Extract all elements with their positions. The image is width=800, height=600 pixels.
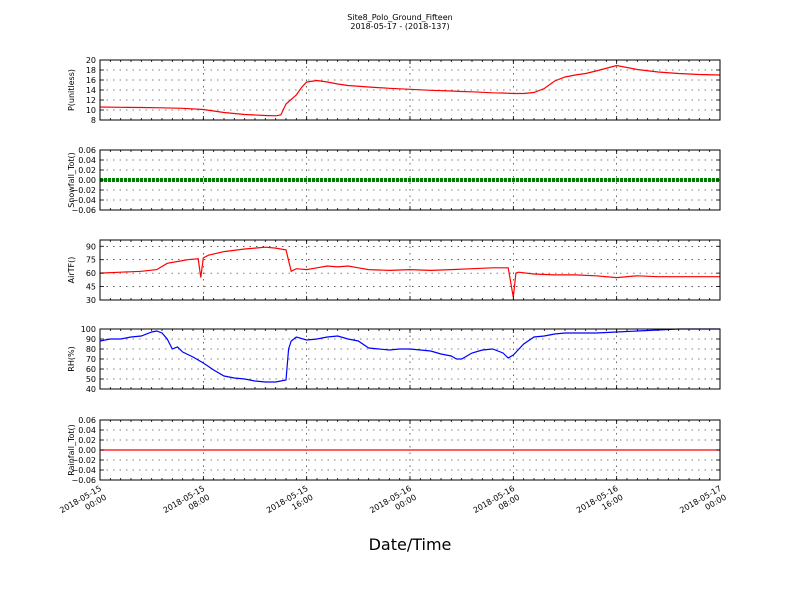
- y-tick-label: 20: [86, 56, 96, 65]
- y-tick-label: 8: [91, 116, 96, 125]
- y-axis-label: P(unitless): [67, 69, 76, 111]
- x-tick-label: 2018-05-1616:00: [575, 484, 625, 524]
- subplot-airtf: 30 45 60 75 90 AirTF(): [67, 239, 721, 305]
- y-tick-label: 40: [86, 385, 96, 394]
- y-tick-label: 0.06: [78, 146, 96, 155]
- y-tick-label: 0.04: [78, 426, 96, 435]
- y-tick-label: 80: [86, 345, 96, 354]
- y-tick-label: 60: [86, 365, 96, 374]
- series-line-2-0: [99, 246, 720, 298]
- y-tick-label: −0.06: [71, 206, 96, 215]
- y-tick-label: 50: [86, 375, 96, 384]
- y-tick-label: 0.02: [78, 166, 96, 175]
- y-axis-label: Snowfall_Tot(): [67, 152, 76, 208]
- x-tick-label: 2018-05-1508:00: [162, 484, 212, 524]
- x-tick-label: 2018-05-1700:00: [678, 484, 728, 524]
- y-tick-label: −0.02: [71, 186, 96, 195]
- x-tick-label: 2018-05-1516:00: [265, 484, 315, 524]
- y-tick-label: 60: [86, 269, 96, 278]
- y-tick-label: −0.04: [71, 466, 96, 475]
- y-tick-label: 70: [86, 355, 96, 364]
- y-tick-label: 0.04: [78, 156, 96, 165]
- subplot-rainfall-tot: −0.06−0.04−0.020.000.020.040.06Rainfall_…: [67, 416, 721, 485]
- y-tick-label: 45: [86, 283, 96, 292]
- y-tick-label: 0.06: [78, 416, 96, 425]
- x-tick-label: 2018-05-1600:00: [368, 484, 418, 524]
- chart-title-line2: 2018-05-17 - (2018-137): [350, 22, 449, 31]
- x-axis-tick-labels: 2018-05-1500:00 2018-05-1508:00 2018-05-15…: [58, 484, 728, 524]
- y-tick-label: 14: [86, 86, 96, 95]
- y-tick-label: 18: [86, 66, 96, 75]
- y-tick-label: −0.06: [71, 476, 96, 485]
- y-tick-label: 100: [81, 325, 96, 334]
- y-axis-label: RH(%): [67, 346, 76, 371]
- x-tick-label: 2018-05-1500:00: [58, 484, 108, 524]
- y-tick-label: −0.02: [71, 456, 96, 465]
- y-tick-label: 0.00: [78, 176, 96, 185]
- series-line-0-0: [99, 64, 721, 117]
- y-tick-label: 0.00: [78, 446, 96, 455]
- subplot-snowfall-tot: −0.06−0.04−0.020.000.020.040.06Snowfall_…: [67, 146, 721, 215]
- x-tick-label: 2018-05-1608:00: [472, 484, 522, 524]
- y-tick-label: 30: [86, 296, 96, 305]
- x-axis-label: Date/Time: [369, 535, 452, 554]
- y-tick-label: −0.04: [71, 196, 96, 205]
- chart-title-line1: Site8_Polo_Ground_Fifteen: [347, 13, 452, 22]
- series-line-3-0: [99, 328, 720, 383]
- y-tick-label: 16: [86, 76, 96, 85]
- y-tick-label: 75: [86, 256, 96, 265]
- y-tick-label: 90: [86, 335, 96, 344]
- y-tick-label: 90: [86, 242, 96, 251]
- y-tick-label: 12: [86, 96, 96, 105]
- y-tick-label: 10: [86, 106, 96, 115]
- y-axis-label: Rainfall_Tot(): [67, 424, 76, 476]
- y-axis-label: AirTF(): [67, 257, 76, 284]
- y-tick-label: 0.02: [78, 436, 96, 445]
